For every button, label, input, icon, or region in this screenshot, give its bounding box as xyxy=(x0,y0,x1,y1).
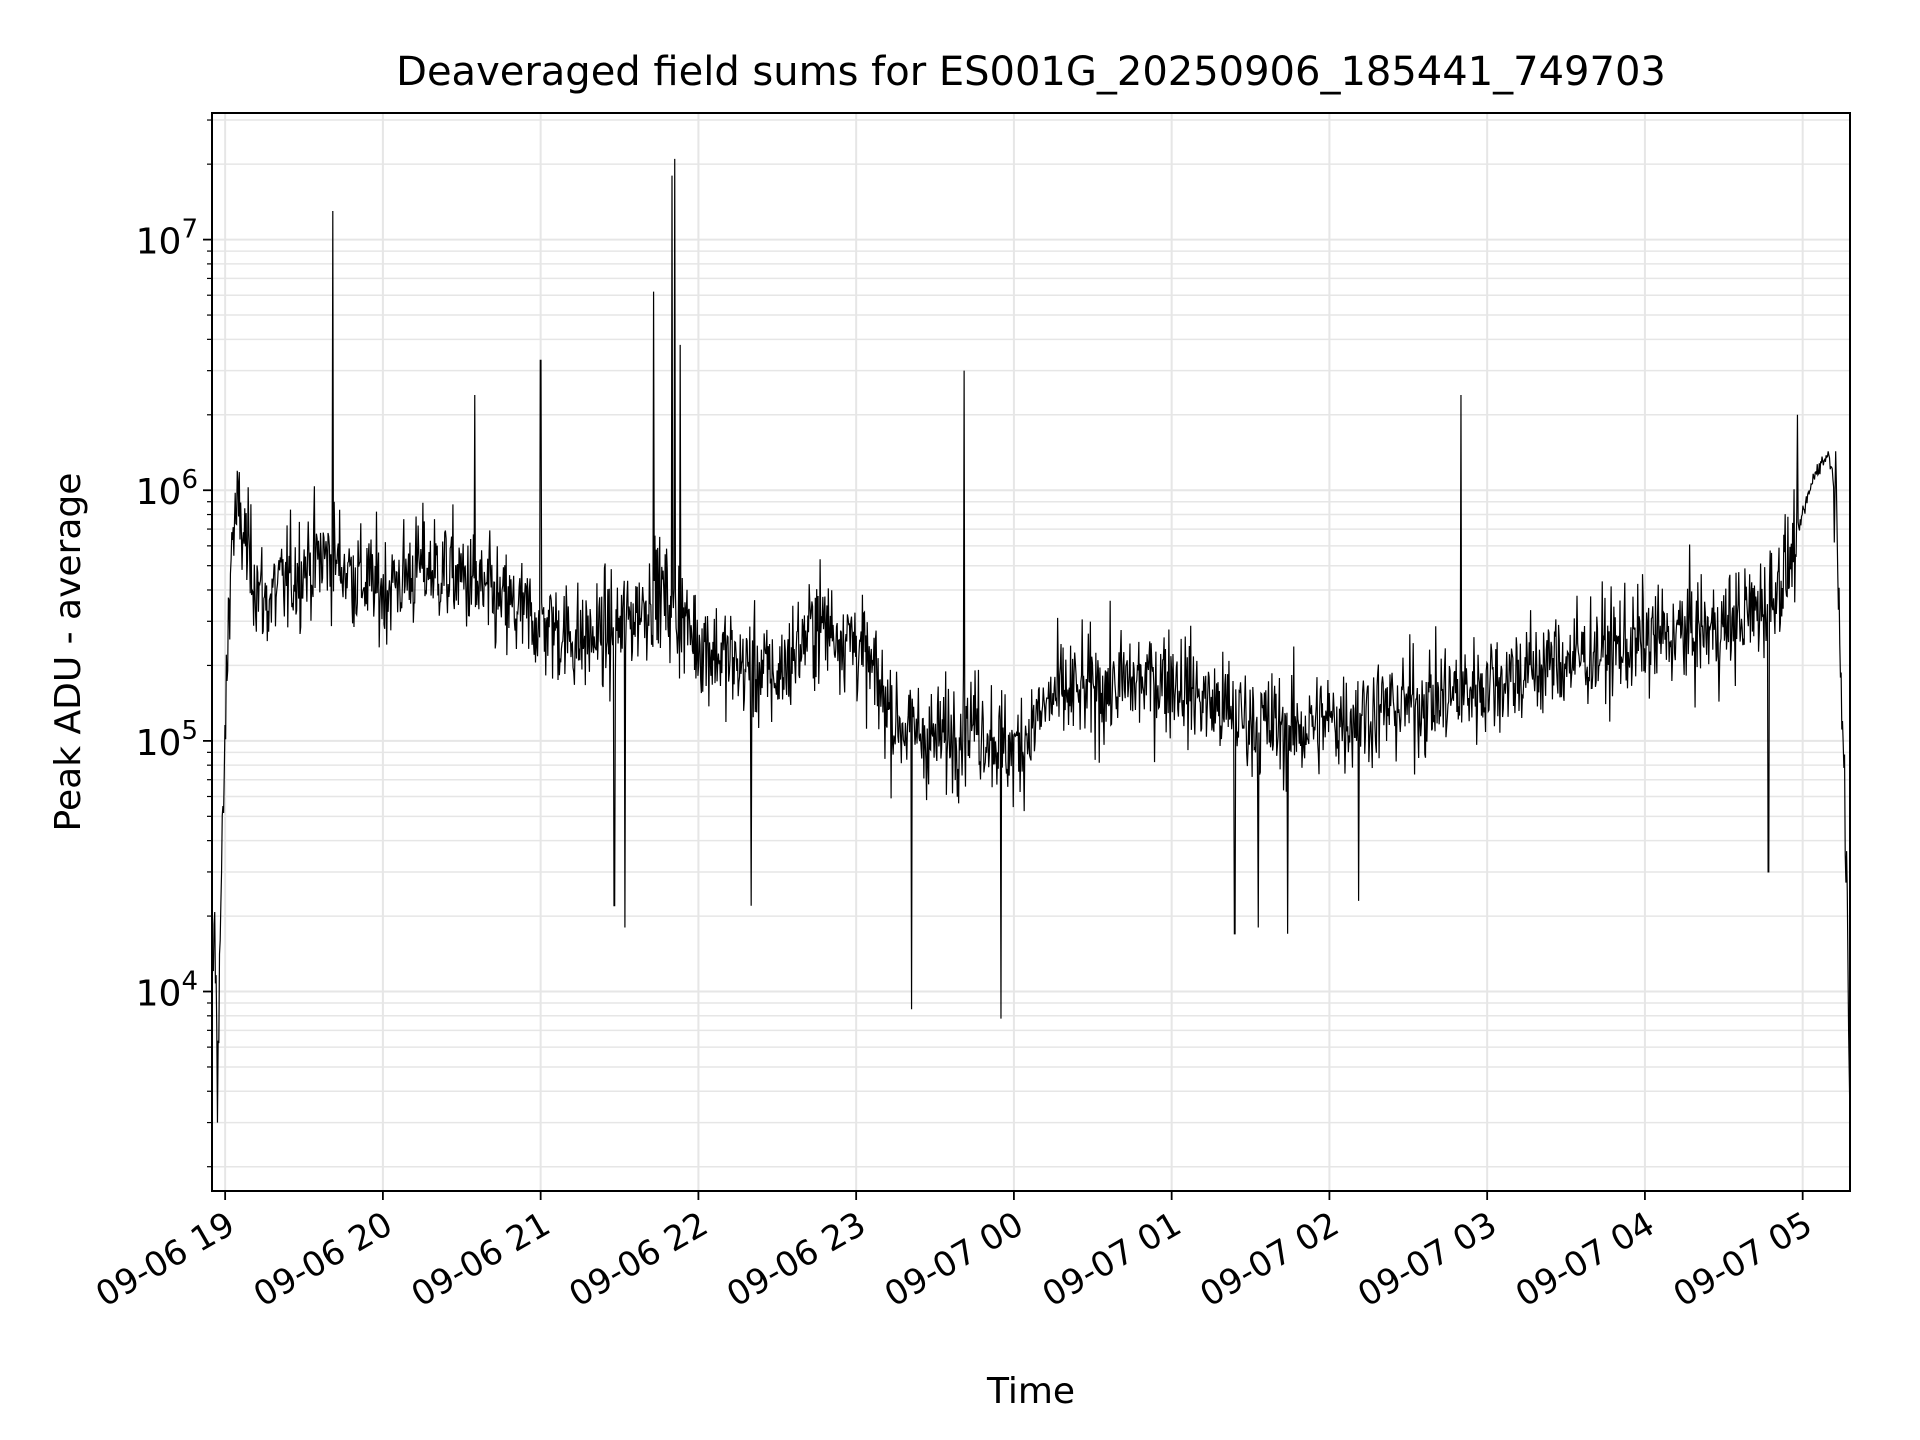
chart-title: Deaveraged field sums for ES001G_2025090… xyxy=(396,49,1666,95)
y-tick-label: 106 xyxy=(136,465,198,513)
x-axis-label: Time xyxy=(986,1371,1075,1412)
series-line xyxy=(211,158,1851,1123)
plot-frame xyxy=(211,112,1851,1192)
y-tick-label: 107 xyxy=(136,215,198,263)
y-tick-label: 105 xyxy=(136,716,198,764)
y-tick-label: 104 xyxy=(136,967,198,1015)
series-group xyxy=(211,158,1851,1123)
y-axis-label: Peak ADU - average xyxy=(48,473,89,832)
grid xyxy=(212,113,1850,1191)
y-axis: 104 105 106 107 xyxy=(136,119,212,1168)
